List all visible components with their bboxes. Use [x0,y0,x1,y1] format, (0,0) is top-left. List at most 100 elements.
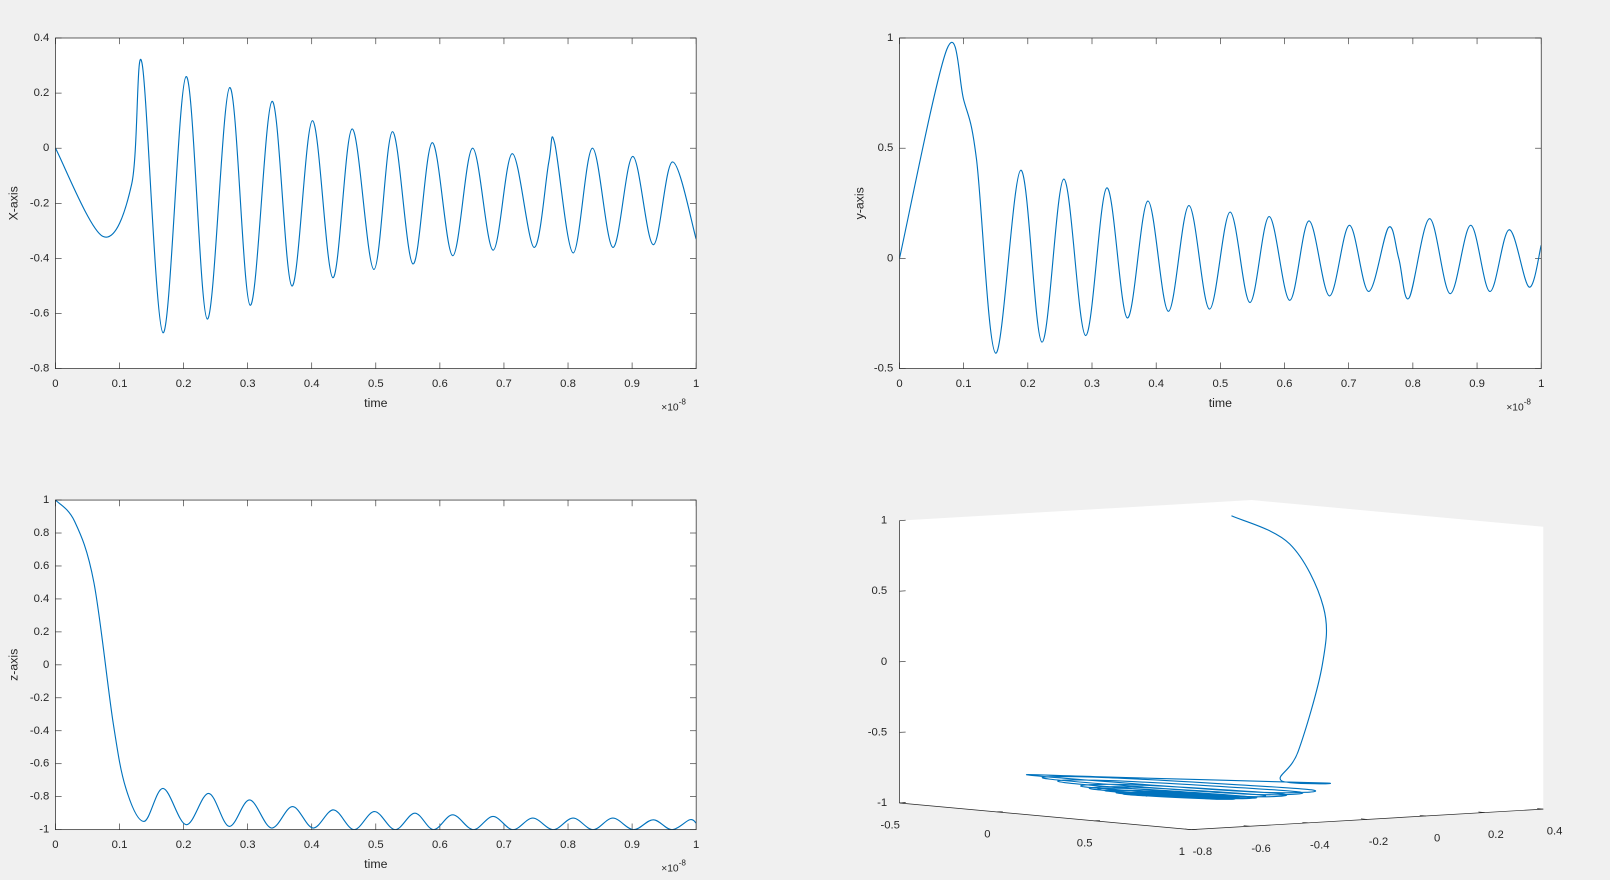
plot-area [899,500,1544,830]
y-axis-label: y-axis [853,187,867,219]
x-exponent: -8 [1524,398,1532,407]
y-tick-label: -0.4 [30,725,49,737]
y-tick-label: 1 [43,494,49,506]
y-tick [1537,808,1544,810]
line [899,41,1542,354]
x-multiplier: ×10 [661,863,679,874]
x-tick-label: 1 [1538,378,1544,390]
x-tick-label: 0.5 [368,378,384,390]
y-tick [1302,821,1309,824]
y-tick-label: 0.2 [1488,829,1504,841]
x-exponent: -8 [679,398,687,407]
y-tick-label: -0.2 [30,692,49,704]
y-tick-label: 0.2 [34,87,50,99]
line-3d [1026,515,1332,800]
y-tick [1184,828,1192,830]
figure-content: 0 0.1 0.2 0.3 0.4 0.5 0.6 0.7 0.8 0.9 1 -0.8 -0.6 -0.… [7,32,1563,874]
y-tick-label: -0.8 [1193,846,1212,858]
y-tick-label: -0.4 [30,252,49,264]
z-tick-label: -0.5 [868,726,887,738]
y-tick-label: 0.4 [1547,826,1563,838]
line [55,500,697,830]
x-tick-label: 0.8 [560,839,576,851]
x-tick-label: 0.3 [240,378,256,390]
z-tick-label: 1 [881,515,887,527]
x-axis-label: time [1209,396,1232,410]
x-tick-label: 0.8 [1405,378,1421,390]
y-tick-label: 0.6 [34,560,50,572]
x-tick-label: 0.9 [624,839,640,851]
y-tick-label: 0.8 [34,527,50,539]
y-tick-label: 0.2 [34,626,50,638]
x-tick-label: 0.4 [1148,378,1164,390]
x-tick-label: -0.5 [881,820,900,832]
x-tick-label: 0.7 [496,378,512,390]
y-tick-label: -0.5 [874,363,893,375]
y-tick [1478,811,1485,813]
x-tick-label: 0.6 [1277,378,1293,390]
z-tick-label: 0 [881,656,887,668]
y-axis-label: X-axis [7,186,21,220]
x-tick-label: 0.2 [1020,378,1036,390]
axes: 0 0.1 0.2 0.3 0.4 0.5 0.6 0.7 0.8 0.9 1 -1 -0.8 -0.6 -… [7,494,700,874]
x-tick-label: 0.1 [956,378,972,390]
x-tick-label: 0.7 [496,839,512,851]
x-tick-label: 0 [896,378,902,390]
y-tick-label: -0.6 [30,758,49,770]
x-axis-label: time [364,396,387,410]
y-tick-label: 0 [1434,833,1440,845]
y-tick-label: -0.4 [1310,839,1329,851]
y-tick-label: -0.8 [30,363,49,375]
y-tick [1243,825,1250,827]
axes-box [55,37,697,369]
x-tick-label: 0 [52,839,58,851]
plot-area [899,37,1542,369]
x-multiplier: ×10 [1506,402,1524,413]
x-tick-label: 0.6 [432,839,448,851]
y-tick-label: 0.4 [34,593,50,605]
x-tick-label: 0.3 [240,839,256,851]
y-tick-label: 0.4 [34,32,50,44]
y-tick-label: -0.2 [30,197,49,209]
plot-area [55,500,697,830]
x-tick-label: 0.6 [432,378,448,390]
axes-3d: -1 -0.5 0 0.5 1 -0.5 0 0.5 1 -0.8 -0.6 -0.4 -0.2 0 0.2… [868,500,1563,858]
y-tick-label: 0 [43,142,49,154]
y-tick-label: 0.5 [878,142,894,154]
x-tick-label: 0.7 [1341,378,1357,390]
x-tick-label: 0.3 [1084,378,1100,390]
y-tick-label: 0 [43,659,49,671]
x-tick-label: 1 [693,839,699,851]
x-tick-label: 0.2 [176,839,192,851]
x-exponent: -8 [679,859,687,868]
x-axis-label: time [364,857,387,871]
axes-box [899,37,1542,369]
line [55,58,697,334]
y-tick-label: -0.2 [1369,836,1388,848]
x-tick-label: 0.1 [112,839,128,851]
axes-box [55,499,697,831]
x-tick-label: 0 [984,828,990,840]
axes: 0 0.1 0.2 0.3 0.4 0.5 0.6 0.7 0.8 0.9 1-0.500.51ti… [853,32,1545,413]
y-tick-label: 1 [887,32,893,44]
x-exponent-label: ×10-8 [1506,398,1531,414]
axes: 0 0.1 0.2 0.3 0.4 0.5 0.6 0.7 0.8 0.9 1 -0.8 -0.6 -0.… [7,32,700,413]
z-tick-label: 0.5 [871,585,887,597]
x-tick-label: 0.9 [624,378,640,390]
y-tick-label: -0.8 [30,791,49,803]
x-tick-label: 1 [693,378,699,390]
x-multiplier: ×10 [661,402,679,413]
y-tick-label: -0.6 [30,308,49,320]
y-tick [1361,818,1368,820]
x-tick-label: 0.2 [176,378,192,390]
plot-area [55,37,697,369]
x-axis-line [899,802,1192,831]
x-tick-label: 0 [52,378,58,390]
x-exponent-label: ×10-8 [661,398,686,414]
y-tick-label: -0.6 [1251,843,1270,855]
x-tick-label: 0.5 [368,839,384,851]
z-tick-label: -1 [877,797,887,809]
x-tick-label: 0.4 [304,839,320,851]
